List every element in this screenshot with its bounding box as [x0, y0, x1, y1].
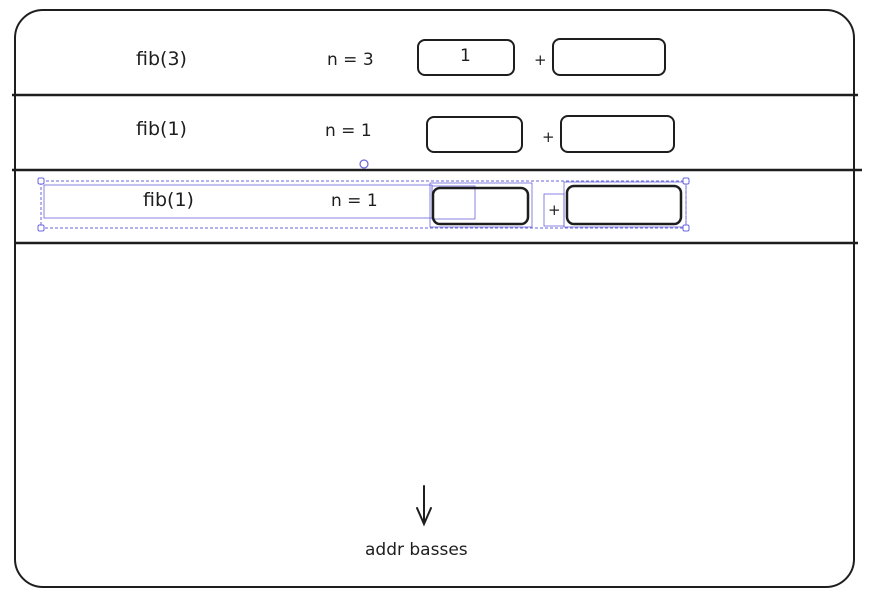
frame-1-function-label: fib(3) — [136, 48, 187, 70]
rotation-handle[interactable] — [359, 159, 369, 169]
frame-2-left-box[interactable] — [426, 116, 523, 153]
stack-container — [14, 9, 855, 588]
down-arrow-icon — [416, 485, 432, 527]
selected-element-outline — [429, 182, 533, 228]
frame-3-n-label: n = 1 — [331, 191, 378, 211]
frame-1-n-label: n = 3 — [327, 50, 374, 70]
frame-1-plus-sign: + — [534, 51, 547, 69]
frame-3-left-box[interactable] — [431, 186, 530, 226]
resize-handle[interactable] — [682, 177, 690, 185]
frame-1-right-box[interactable] — [552, 38, 666, 76]
frame-2-function-label: fib(1) — [136, 118, 187, 140]
frame-1-left-value: 1 — [460, 46, 471, 66]
frame-3-function-label: fib(1) — [143, 189, 194, 211]
selection-group[interactable] — [37, 177, 690, 232]
frame-2-right-box[interactable] — [560, 115, 675, 153]
frame-3-plus-sign: + — [548, 201, 561, 219]
frame-2-n-label: n = 1 — [325, 121, 372, 141]
resize-handle[interactable] — [682, 224, 690, 232]
frame-2-plus-sign: + — [542, 128, 555, 146]
address-caption: addr basses — [365, 540, 468, 560]
selected-element-outline — [431, 185, 476, 220]
selection-bounding-box — [40, 180, 687, 229]
frame-1-left-box[interactable] — [417, 39, 515, 76]
resize-handle[interactable] — [37, 224, 45, 232]
resize-handle[interactable] — [37, 177, 45, 185]
selected-element-outline — [563, 181, 687, 228]
frame-3-right-box[interactable] — [565, 184, 683, 226]
